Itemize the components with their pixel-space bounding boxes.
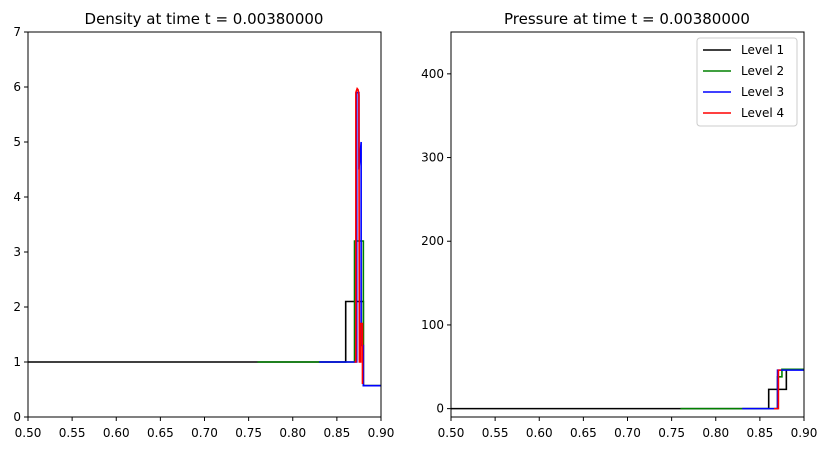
legend-box: [696, 37, 798, 127]
density-y-tick-label: 1: [13, 355, 21, 369]
pressure-series-line-level-4: [773, 369, 782, 410]
density-y-axis: 0 1 2 3 4 5 6 7: [13, 25, 28, 424]
density-y-tick-label: 2: [13, 300, 21, 314]
pressure-plot-area: [451, 368, 804, 410]
pressure-axes-frame: [450, 31, 805, 418]
pressure-x-tick-label: 0.85: [747, 426, 774, 440]
pressure-x-tick-label: 0.60: [526, 426, 553, 440]
density-plot-area: [28, 87, 381, 387]
density-series-line-level-3: [319, 91, 381, 387]
density-panel: Density at time t = 0.00380000 0.50 0.55 0…: [13, 10, 394, 440]
density-y-tick-label: 4: [13, 190, 21, 204]
legend-label-level-2: Level 2: [741, 64, 784, 78]
pressure-x-tick-label: 0.65: [570, 426, 597, 440]
density-x-tick-label: 0.60: [103, 426, 130, 440]
density-x-axis: 0.50 0.55 0.60 0.65 0.70 0.75 0.80 0.85 0.90: [15, 417, 395, 440]
density-x-tick-label: 0.65: [147, 426, 174, 440]
density-x-tick-label: 0.70: [191, 426, 218, 440]
pressure-y-tick-label: 300: [421, 151, 444, 165]
pressure-x-tick-label: 0.50: [438, 426, 465, 440]
pressure-x-tick-label: 0.90: [791, 426, 818, 440]
density-y-tick-label: 5: [13, 135, 21, 149]
density-x-tick-label: 0.50: [15, 426, 42, 440]
pressure-y-tick-label: 400: [421, 67, 444, 81]
density-chart-title: Density at time t = 0.00380000: [85, 10, 324, 28]
pressure-x-tick-label: 0.75: [658, 426, 685, 440]
density-series-line-level-1: [28, 300, 381, 387]
pressure-y-tick-label: 100: [421, 318, 444, 332]
density-x-tick-label: 0.85: [324, 426, 351, 440]
density-y-tick-label: 0: [13, 410, 21, 424]
density-x-tick-label: 0.80: [279, 426, 306, 440]
density-axes-frame: [27, 31, 382, 418]
pressure-x-axis: 0.50 0.55 0.60 0.65 0.70 0.75 0.80 0.85 0.90: [438, 417, 818, 440]
pressure-y-tick-label: 200: [421, 234, 444, 248]
pressure-x-tick-label: 0.70: [614, 426, 641, 440]
density-y-tick-label: 7: [13, 25, 21, 39]
pressure-y-axis: 0 100 200 300 400: [421, 67, 451, 416]
density-x-tick-label: 0.55: [59, 426, 86, 440]
pressure-x-tick-label: 0.55: [482, 426, 509, 440]
pressure-panel: Pressure at time t = 0.00380000 0.50 0.55…: [421, 10, 817, 440]
legend-label-level-4: Level 4: [741, 106, 784, 120]
pressure-y-tick-label: 0: [436, 402, 444, 416]
density-series-line-level-4: [354, 87, 364, 384]
pressure-x-tick-label: 0.80: [702, 426, 729, 440]
pressure-chart-title: Pressure at time t = 0.00380000: [504, 10, 750, 28]
density-x-tick-label: 0.75: [235, 426, 262, 440]
pressure-series-line-level-1: [451, 368, 804, 410]
density-y-tick-label: 6: [13, 80, 21, 94]
legend-label-level-1: Level 1: [741, 43, 784, 57]
legend-label-level-3: Level 3: [741, 85, 784, 99]
density-y-tick-label: 3: [13, 245, 21, 259]
density-x-tick-label: 0.90: [368, 426, 395, 440]
legend: Level 1 Level 2 Level 3 Level 4: [696, 37, 798, 127]
